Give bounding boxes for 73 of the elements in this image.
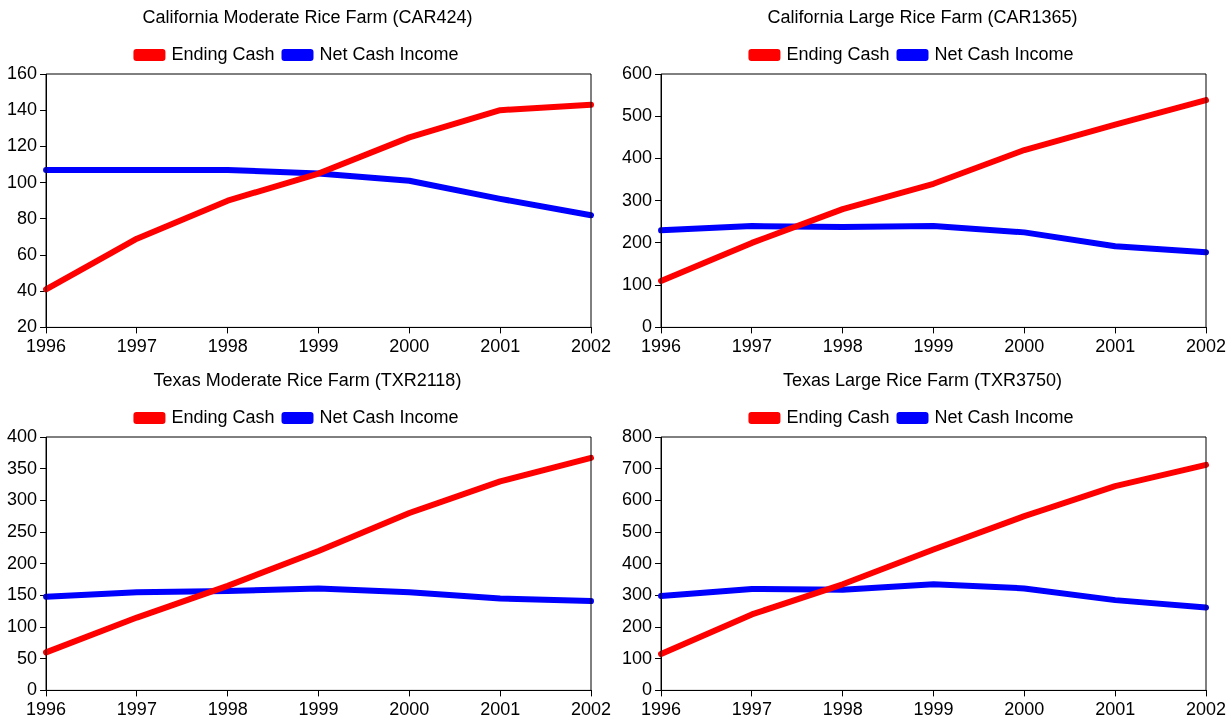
y-tick-label: 0 xyxy=(642,679,653,700)
x-tick-label: 2001 xyxy=(480,699,521,720)
y-tick-label: 20 xyxy=(17,316,38,337)
x-tick-label: 1996 xyxy=(26,699,67,720)
legend-label: Ending Cash xyxy=(786,406,890,427)
x-tick-label: 1999 xyxy=(298,699,339,720)
x-tick-label: 2001 xyxy=(1095,699,1136,720)
x-tick-label: 1998 xyxy=(822,336,863,357)
y-tick-label: 100 xyxy=(621,274,653,295)
legend-label: Net Cash Income xyxy=(934,406,1074,427)
x-tick-label: 1999 xyxy=(298,336,339,357)
x-tick-label: 2000 xyxy=(389,336,430,357)
x-tick-label: 1997 xyxy=(731,699,772,720)
x-tick-label: 2002 xyxy=(1185,699,1227,720)
y-tick-label: 150 xyxy=(6,584,38,605)
y-tick-label: 200 xyxy=(621,616,653,637)
x-tick-label: 2002 xyxy=(1185,336,1227,357)
x-tick-label: 2001 xyxy=(1095,336,1136,357)
legend-label: Ending Cash xyxy=(171,43,275,64)
x-tick-label: 1999 xyxy=(913,336,954,357)
x-tick-label: 1997 xyxy=(116,336,157,357)
y-tick-label: 300 xyxy=(621,189,653,210)
y-tick-label: 0 xyxy=(27,679,38,700)
y-tick-label: 400 xyxy=(6,425,38,446)
y-tick-label: 600 xyxy=(621,489,653,510)
x-tick-label: 1998 xyxy=(207,699,248,720)
x-tick-label: 2001 xyxy=(480,336,521,357)
y-tick-label: 300 xyxy=(6,489,38,510)
x-tick-label: 2000 xyxy=(1004,699,1045,720)
y-tick-label: 100 xyxy=(6,616,38,637)
x-tick-label: 1997 xyxy=(116,699,157,720)
chart-title: Texas Large Rice Farm (TXR3750) xyxy=(781,369,1064,392)
y-tick-label: 250 xyxy=(6,520,38,541)
x-tick-label: 1998 xyxy=(822,699,863,720)
x-tick-label: 2002 xyxy=(570,336,612,357)
y-tick-label: 200 xyxy=(6,552,38,573)
y-tick-label: 500 xyxy=(621,520,653,541)
y-tick-label: 300 xyxy=(621,584,653,605)
y-tick-label: 60 xyxy=(17,243,38,264)
y-tick-label: 120 xyxy=(6,135,38,156)
x-tick-label: 1997 xyxy=(731,336,772,357)
y-tick-label: 700 xyxy=(621,457,653,478)
y-tick-label: 140 xyxy=(6,99,38,120)
chart-title: California Moderate Rice Farm (CAR424) xyxy=(141,6,474,29)
y-tick-label: 160 xyxy=(6,62,38,83)
x-tick-label: 1996 xyxy=(641,336,682,357)
x-tick-label: 2002 xyxy=(570,699,612,720)
y-tick-label: 80 xyxy=(17,207,38,228)
y-tick-label: 600 xyxy=(621,62,653,83)
y-tick-label: 400 xyxy=(621,552,653,573)
x-tick-label: 1996 xyxy=(641,699,682,720)
x-tick-label: 1999 xyxy=(913,699,954,720)
chart-title: Texas Moderate Rice Farm (TXR2118) xyxy=(152,369,463,392)
legend-label: Net Cash Income xyxy=(319,43,459,64)
x-tick-label: 2000 xyxy=(389,699,430,720)
x-tick-label: 1998 xyxy=(207,336,248,357)
y-tick-label: 50 xyxy=(17,647,38,668)
y-tick-label: 40 xyxy=(17,280,38,301)
legend-label: Net Cash Income xyxy=(319,406,459,427)
y-tick-label: 0 xyxy=(642,316,653,337)
chart-title: California Large Rice Farm (CAR1365) xyxy=(766,6,1079,29)
y-tick-label: 400 xyxy=(621,147,653,168)
y-tick-label: 100 xyxy=(621,647,653,668)
x-tick-label: 2000 xyxy=(1004,336,1045,357)
y-tick-label: 100 xyxy=(6,171,38,192)
y-tick-label: 500 xyxy=(621,105,653,126)
legend-label: Ending Cash xyxy=(171,406,275,427)
y-tick-label: 800 xyxy=(621,425,653,446)
legend-label: Net Cash Income xyxy=(934,43,1074,64)
legend-label: Ending Cash xyxy=(786,43,890,64)
x-tick-label: 1996 xyxy=(26,336,67,357)
y-tick-label: 350 xyxy=(6,457,38,478)
y-tick-label: 200 xyxy=(621,231,653,252)
